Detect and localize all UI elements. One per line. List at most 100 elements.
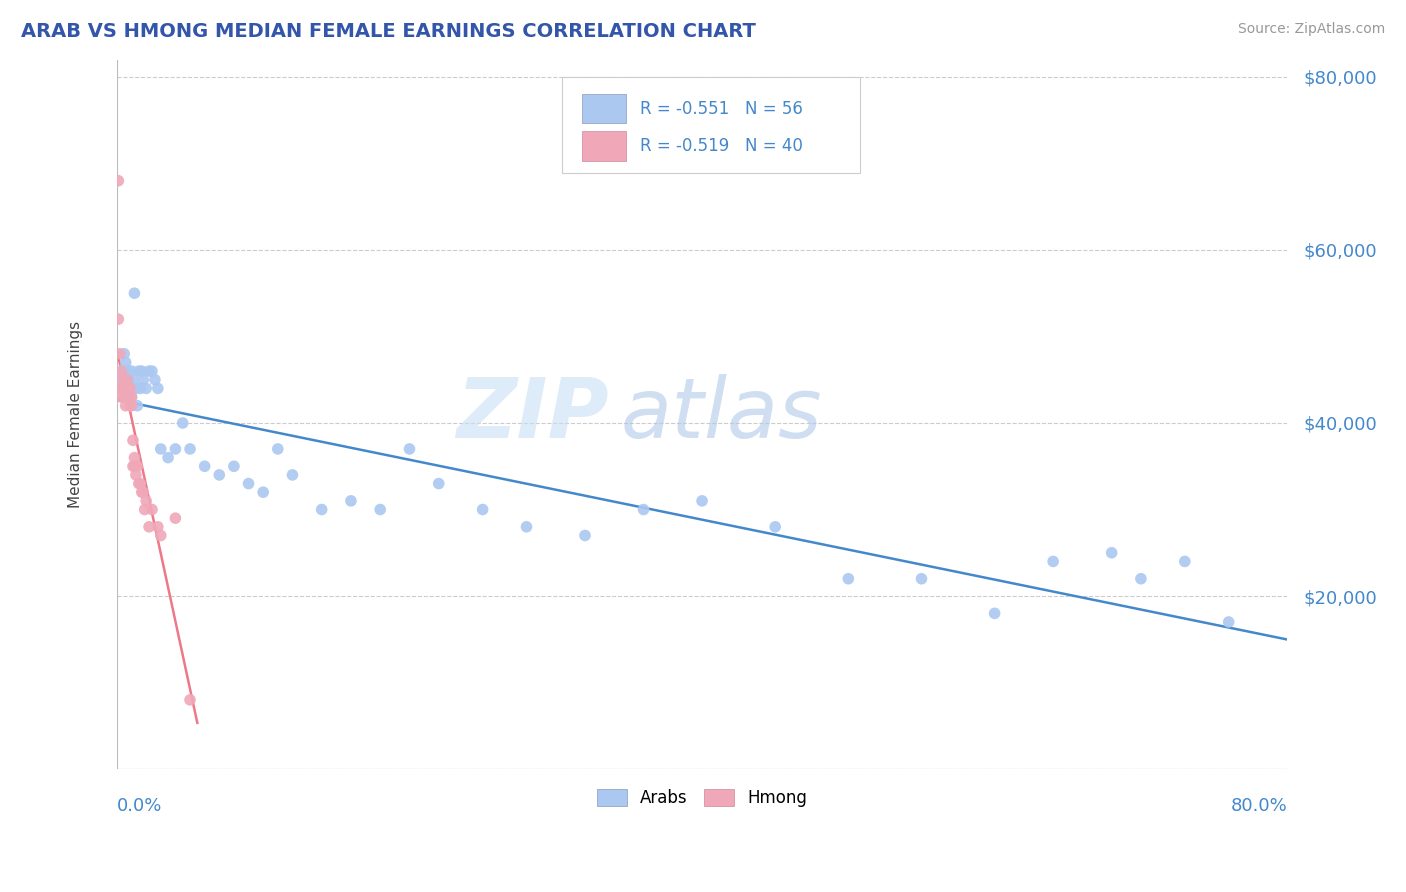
Point: [122, 373, 145, 387]
Point: [118, 381, 141, 395]
Point: [690, 494, 713, 508]
Point: [125, 467, 148, 482]
Point: [112, 390, 135, 404]
Point: [112, 381, 135, 395]
Point: [427, 476, 450, 491]
Point: [122, 459, 145, 474]
Point: [114, 355, 136, 369]
Point: [129, 476, 152, 491]
Point: [172, 416, 194, 430]
Text: Source: ZipAtlas.com: Source: ZipAtlas.com: [1237, 22, 1385, 37]
Point: [131, 485, 153, 500]
Point: [115, 381, 138, 395]
Point: [115, 381, 138, 395]
Point: [121, 390, 143, 404]
Point: [114, 381, 136, 395]
Point: [311, 502, 333, 516]
Point: [128, 476, 150, 491]
Point: [114, 390, 136, 404]
Text: Median Female Earnings: Median Female Earnings: [69, 321, 83, 508]
Point: [117, 390, 139, 404]
Text: ARAB VS HMONG MEDIAN FEMALE EARNINGS CORRELATION CHART: ARAB VS HMONG MEDIAN FEMALE EARNINGS COR…: [21, 22, 756, 41]
Point: [141, 364, 163, 378]
Point: [238, 476, 260, 491]
Point: [141, 502, 163, 516]
Point: [910, 572, 932, 586]
Point: [111, 381, 134, 395]
Point: [138, 364, 160, 378]
Point: [127, 399, 149, 413]
Text: R = -0.519   N = 40: R = -0.519 N = 40: [640, 137, 803, 155]
FancyBboxPatch shape: [561, 78, 860, 173]
Point: [1174, 554, 1197, 568]
Point: [157, 450, 180, 465]
Point: [124, 286, 146, 301]
Point: [398, 442, 420, 456]
Point: [281, 467, 304, 482]
Point: [108, 347, 131, 361]
Point: [121, 390, 143, 404]
Point: [135, 494, 157, 508]
Point: [267, 442, 290, 456]
Point: [1042, 554, 1064, 568]
Point: [121, 399, 143, 413]
Point: [208, 467, 231, 482]
Point: [515, 520, 537, 534]
Point: [179, 693, 201, 707]
Point: [110, 364, 132, 378]
Point: [633, 502, 655, 516]
Point: [111, 373, 134, 387]
Point: [149, 442, 172, 456]
Point: [471, 502, 494, 516]
Text: R = -0.551   N = 56: R = -0.551 N = 56: [640, 100, 803, 118]
Text: ZIP: ZIP: [456, 374, 609, 455]
Text: atlas: atlas: [620, 374, 821, 455]
Point: [107, 174, 129, 188]
Point: [146, 381, 169, 395]
Text: 0.0%: 0.0%: [117, 797, 162, 815]
Point: [165, 442, 187, 456]
Point: [118, 381, 141, 395]
Point: [127, 459, 149, 474]
Point: [134, 502, 156, 516]
Point: [1101, 546, 1123, 560]
Point: [115, 373, 138, 387]
Point: [110, 390, 132, 404]
Legend: Arabs, Hmong: Arabs, Hmong: [591, 782, 814, 814]
Point: [114, 381, 136, 395]
Point: [368, 502, 391, 516]
Point: [121, 364, 143, 378]
Point: [1129, 572, 1152, 586]
Point: [117, 373, 139, 387]
Point: [983, 607, 1005, 621]
Point: [117, 390, 139, 404]
Point: [194, 459, 217, 474]
Point: [149, 528, 172, 542]
FancyBboxPatch shape: [582, 131, 626, 161]
Point: [340, 494, 363, 508]
Point: [111, 373, 134, 387]
Point: [165, 511, 187, 525]
Point: [125, 381, 148, 395]
Point: [118, 399, 141, 413]
Point: [124, 450, 146, 465]
Point: [117, 381, 139, 395]
Point: [107, 312, 129, 326]
Point: [131, 364, 153, 378]
Point: [124, 459, 146, 474]
Point: [122, 434, 145, 448]
Point: [132, 485, 155, 500]
Point: [138, 520, 160, 534]
Point: [146, 520, 169, 534]
Point: [574, 528, 596, 542]
FancyBboxPatch shape: [582, 94, 626, 123]
Point: [114, 399, 136, 413]
Point: [129, 381, 152, 395]
Point: [763, 520, 786, 534]
Point: [110, 364, 132, 378]
Point: [115, 364, 138, 378]
Point: [143, 373, 166, 387]
Point: [252, 485, 274, 500]
Point: [112, 381, 135, 395]
Point: [135, 381, 157, 395]
